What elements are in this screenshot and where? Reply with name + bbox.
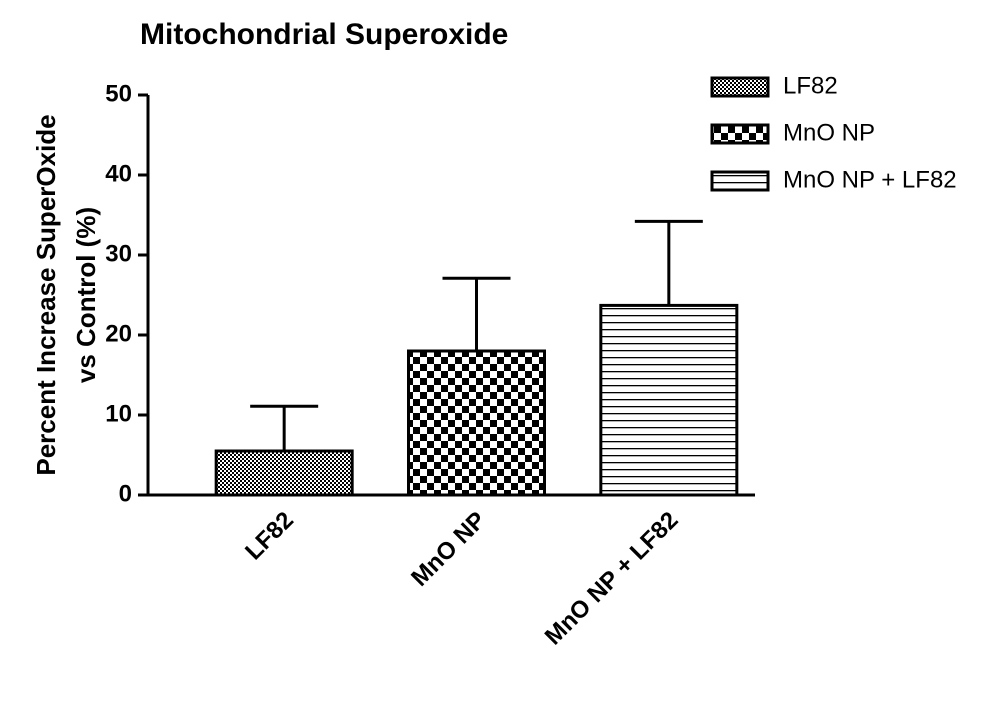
legend-label: MnO NP + LF82: [783, 166, 957, 193]
legend-swatch: [710, 76, 770, 98]
legend-swatch: [710, 170, 770, 192]
y-tick-label: 40: [105, 160, 132, 187]
legend-label: MnO NP: [783, 119, 875, 146]
y-tick-label: 30: [105, 240, 132, 267]
chart-title: Mitochondrial Superoxide: [140, 18, 508, 51]
legend-swatch: [710, 123, 770, 145]
bar: [599, 303, 739, 497]
x-tick-label: MnO NP + LF82: [540, 507, 684, 651]
y-axis-title: Percent Increase SuperOxide vs Control (…: [31, 114, 101, 475]
y-tick-label: 0: [119, 480, 132, 507]
bar: [214, 449, 354, 497]
legend-label: LF82: [783, 72, 838, 99]
y-tick-label: 50: [105, 80, 132, 107]
y-axis-title-line: vs Control (%): [71, 207, 101, 383]
x-tick-label: LF82: [240, 507, 299, 566]
y-axis-title-line: Percent Increase SuperOxide: [31, 114, 61, 475]
y-tick-label: 10: [105, 400, 132, 427]
x-tick-label: MnO NP: [406, 507, 491, 592]
bar: [407, 349, 546, 497]
y-tick-label: 20: [105, 320, 132, 347]
